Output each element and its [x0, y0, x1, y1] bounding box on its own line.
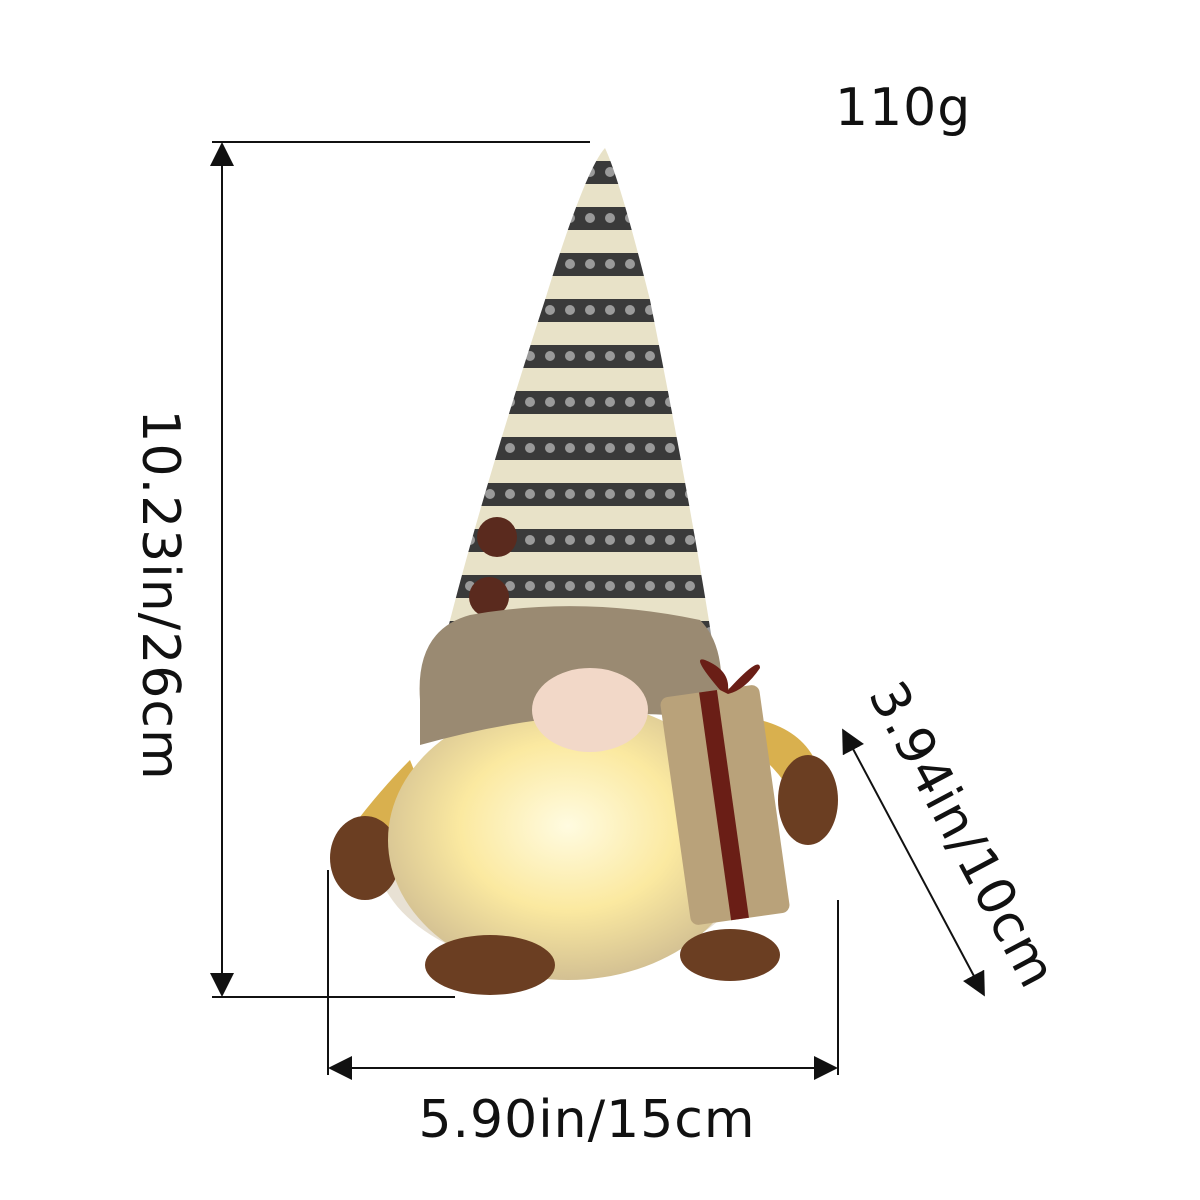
right-mitten: [778, 755, 838, 845]
weight-label: 110g: [835, 78, 972, 138]
depth-dimension: [842, 728, 985, 997]
hat-button: [469, 577, 509, 617]
width-label: 5.90in/15cm: [418, 1090, 756, 1150]
gift-bow: [700, 659, 760, 694]
height-label: 10.23in/26cm: [130, 409, 190, 781]
nose: [532, 668, 648, 752]
gift-ribbon: [699, 690, 749, 921]
height-dimension: [210, 141, 590, 998]
beard: [388, 700, 748, 980]
width-dimension: [327, 870, 839, 1080]
left-foot: [425, 935, 555, 995]
striped-hat: [445, 148, 712, 640]
gnome: [330, 148, 838, 995]
hat-button: [477, 517, 517, 557]
right-foot: [680, 929, 780, 981]
left-mitten: [330, 816, 400, 900]
